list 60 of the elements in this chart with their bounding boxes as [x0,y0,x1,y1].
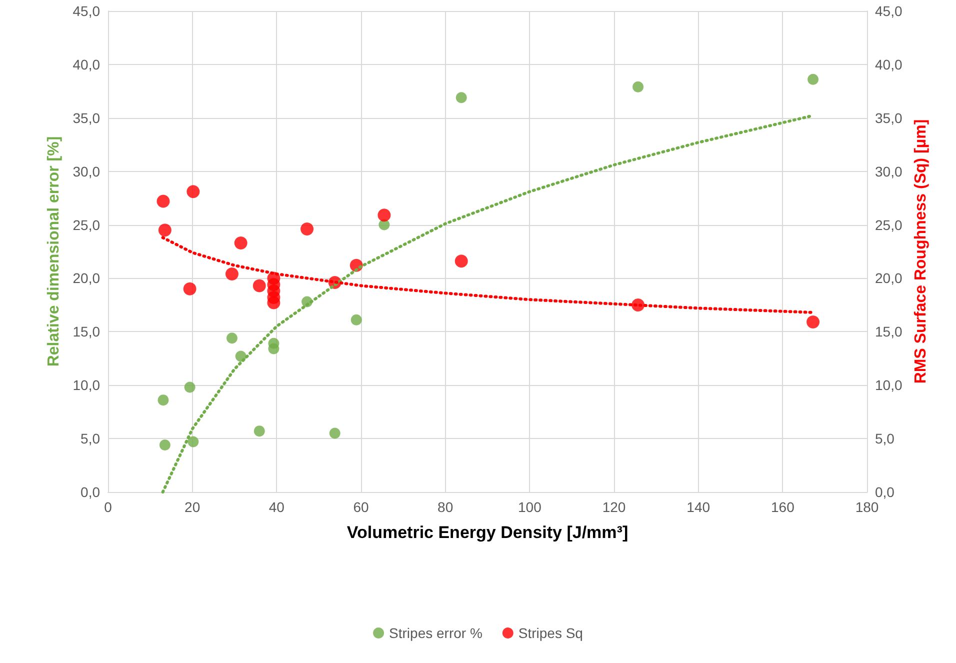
point [159,439,170,450]
point [188,436,199,448]
point [808,74,819,85]
x-tick-label: 20 [184,499,200,515]
point [158,394,169,406]
x-tick-label: 60 [353,499,369,515]
y-tick-label: 45,0 [72,3,100,19]
y-tick-label: 5,0 [80,430,100,447]
y2-tick-label: 10,0 [875,377,902,394]
x-tick-label: 0 [104,499,112,515]
point [186,185,200,198]
y2-tick-label: 15,0 [875,324,902,340]
point [226,332,238,344]
point [350,314,362,326]
y2-tick-label: 25,0 [875,216,902,233]
x-axis-title: Volumetric Energy Density [J/mm³] [346,523,628,542]
y2-tick-label: 5,0 [875,430,895,447]
point [632,81,644,92]
point [456,92,467,104]
y-tick-label: 0,0 [80,484,100,500]
point [806,316,820,329]
point [184,382,196,393]
x-tick-label: 80 [438,499,454,515]
x-tick-label: 160 [770,499,795,515]
y-axis-title: Relative dimensional error [%] [45,136,62,367]
point [158,224,172,237]
y-tick-label: 10,0 [72,377,100,394]
point [234,236,248,250]
y2-tick-label: 40,0 [875,56,902,72]
y-tick-label: 20,0 [72,270,100,286]
y2-tick-label: 20,0 [875,270,902,286]
point [268,343,280,354]
point [267,296,280,310]
point [454,254,468,268]
y-tick-label: 30,0 [72,163,100,180]
x-tick-label: 140 [686,499,710,515]
point [378,208,391,222]
y2-tick-label: 35,0 [875,110,902,126]
point [156,194,170,208]
point [252,279,266,292]
line-series [161,114,814,494]
point [329,428,340,439]
point [225,267,238,280]
x-tick-label: 180 [855,499,879,515]
y2-tick-label: 0,0 [875,484,895,500]
legend-label: Stripes Sq [518,625,583,641]
y-tick-label: 40,0 [72,56,100,72]
x-tick-label: 40 [268,499,285,515]
y2-axis-title: RMS Surface Roughness (Sq) [µm] [912,119,930,384]
y2-tick-label: 30,0 [875,163,902,180]
point [300,222,314,236]
point [183,282,196,296]
legend-label: Stripes error % [389,625,482,641]
x-tick-label: 120 [602,499,626,515]
point [254,426,265,437]
y-tick-label: 25,0 [72,216,100,233]
y2-tick-label: 45,0 [875,3,902,19]
x-tick-label: 100 [518,499,542,515]
y-tick-label: 35,0 [72,110,100,126]
y-tick-label: 15,0 [72,324,100,340]
